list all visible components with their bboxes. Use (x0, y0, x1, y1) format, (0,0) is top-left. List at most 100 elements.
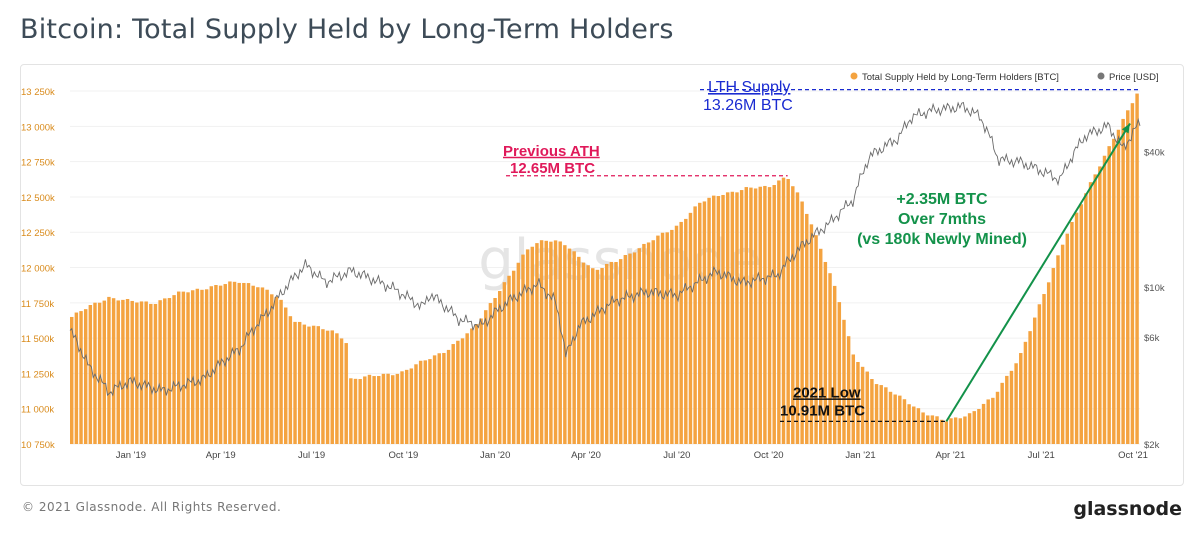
supply-bar (935, 416, 939, 444)
x-tick-label: Jul '20 (663, 450, 690, 461)
supply-bar (651, 240, 655, 444)
supply-bar (363, 376, 367, 444)
supply-bar (367, 374, 372, 444)
supply-bar (177, 291, 181, 444)
supply-bar (293, 321, 297, 444)
supply-bar (70, 316, 74, 444)
supply-bar (428, 359, 432, 444)
ath-title: Previous ATH (503, 143, 600, 160)
supply-bar (232, 281, 237, 444)
x-tick-label: Apr '19 (206, 450, 236, 461)
supply-bar (465, 333, 469, 444)
supply-bar (609, 261, 614, 444)
x-tick-label: Jan '21 (845, 450, 875, 461)
y-right-tick-label: $6k (1144, 333, 1160, 344)
supply-bar (488, 303, 493, 444)
supply-bar (74, 312, 79, 444)
supply-bar (539, 240, 544, 444)
supply-bar (763, 185, 767, 444)
supply-bar (618, 259, 623, 444)
low-title: 2021 Low (793, 384, 861, 401)
supply-bar (674, 225, 679, 444)
supply-bar (1000, 382, 1004, 444)
supply-bar (418, 360, 423, 444)
price-line (69, 101, 1141, 397)
supply-bar (786, 179, 790, 444)
supply-bar (939, 419, 944, 444)
lth-value: 13.26M BTC (703, 97, 793, 114)
supply-bar (186, 292, 190, 444)
legend-price-swatch (1097, 72, 1105, 80)
supply-bar (214, 285, 218, 444)
supply-bar (409, 368, 414, 444)
supply-bar (1037, 304, 1042, 444)
supply-bar (777, 180, 781, 444)
brand-logo: glassnode (1073, 498, 1182, 520)
supply-bar (1135, 93, 1139, 444)
supply-bar (623, 255, 628, 444)
legend-price-label: Price [USD] (1109, 72, 1159, 83)
supply-bars (70, 93, 1139, 445)
supply-bar (1116, 129, 1121, 444)
supply-bar (767, 187, 772, 444)
supply-bar (530, 246, 535, 444)
supply-bar (242, 282, 246, 444)
growth-arrow-line (945, 123, 1131, 422)
supply-bar (888, 391, 893, 444)
supply-bar (828, 273, 832, 444)
y-left-tick-label: 12 500k (21, 193, 55, 204)
growth-label-line: (vs 180k Newly Mined) (857, 231, 1027, 248)
growth-label-line: Over 7mths (898, 211, 986, 228)
supply-bar (381, 373, 386, 444)
lth-title: LTH Supply (708, 79, 790, 96)
supply-bar (1107, 146, 1111, 444)
supply-bar (563, 245, 567, 444)
supply-bar (949, 418, 953, 444)
price-line-group (69, 101, 1141, 397)
low-value: 10.91M BTC (780, 402, 865, 419)
supply-bar (832, 285, 837, 444)
supply-bar (525, 249, 530, 444)
supply-bar (1102, 155, 1107, 444)
supply-bar (474, 324, 479, 444)
legend-supply-label: Total Supply Held by Long-Term Holders [… (862, 72, 1059, 83)
supply-bar (860, 366, 865, 444)
supply-bar (605, 263, 609, 444)
x-tick-label: Oct '21 (1118, 450, 1148, 461)
supply-bar (1130, 103, 1135, 445)
y-left-tick-label: 10 750k (21, 440, 55, 451)
supply-bar (679, 221, 683, 444)
supply-bar (586, 265, 590, 444)
supply-bar (83, 309, 88, 444)
supply-bar (693, 206, 697, 444)
supply-bar (916, 408, 921, 444)
supply-bar (753, 188, 758, 444)
supply-bar (88, 305, 93, 444)
supply-bar (121, 299, 125, 444)
y-left-tick-label: 11 750k (21, 299, 54, 310)
page-title: Bitcoin: Total Supply Held by Long-Term … (20, 14, 674, 45)
supply-bar (814, 235, 818, 444)
supply-bar (944, 421, 949, 444)
supply-bar (553, 240, 558, 444)
supply-bar (353, 378, 358, 444)
supply-bar (577, 256, 581, 444)
supply-bar (451, 344, 455, 444)
supply-bar (721, 194, 725, 444)
supply-bar (670, 229, 674, 444)
supply-bar (507, 275, 511, 444)
y-right-tick-label: $10k (1144, 283, 1165, 294)
supply-bar (851, 354, 856, 444)
supply-bar (446, 349, 451, 444)
supply-bar (656, 235, 660, 444)
supply-bar (432, 355, 437, 444)
supply-bar (846, 336, 851, 444)
supply-bar (567, 248, 572, 444)
supply-bar (144, 301, 148, 444)
supply-bar (870, 379, 874, 444)
supply-bar (856, 361, 860, 444)
supply-bar (1121, 118, 1125, 444)
supply-bar (1005, 375, 1009, 444)
supply-bar (1112, 138, 1116, 445)
supply-bar (470, 328, 474, 444)
